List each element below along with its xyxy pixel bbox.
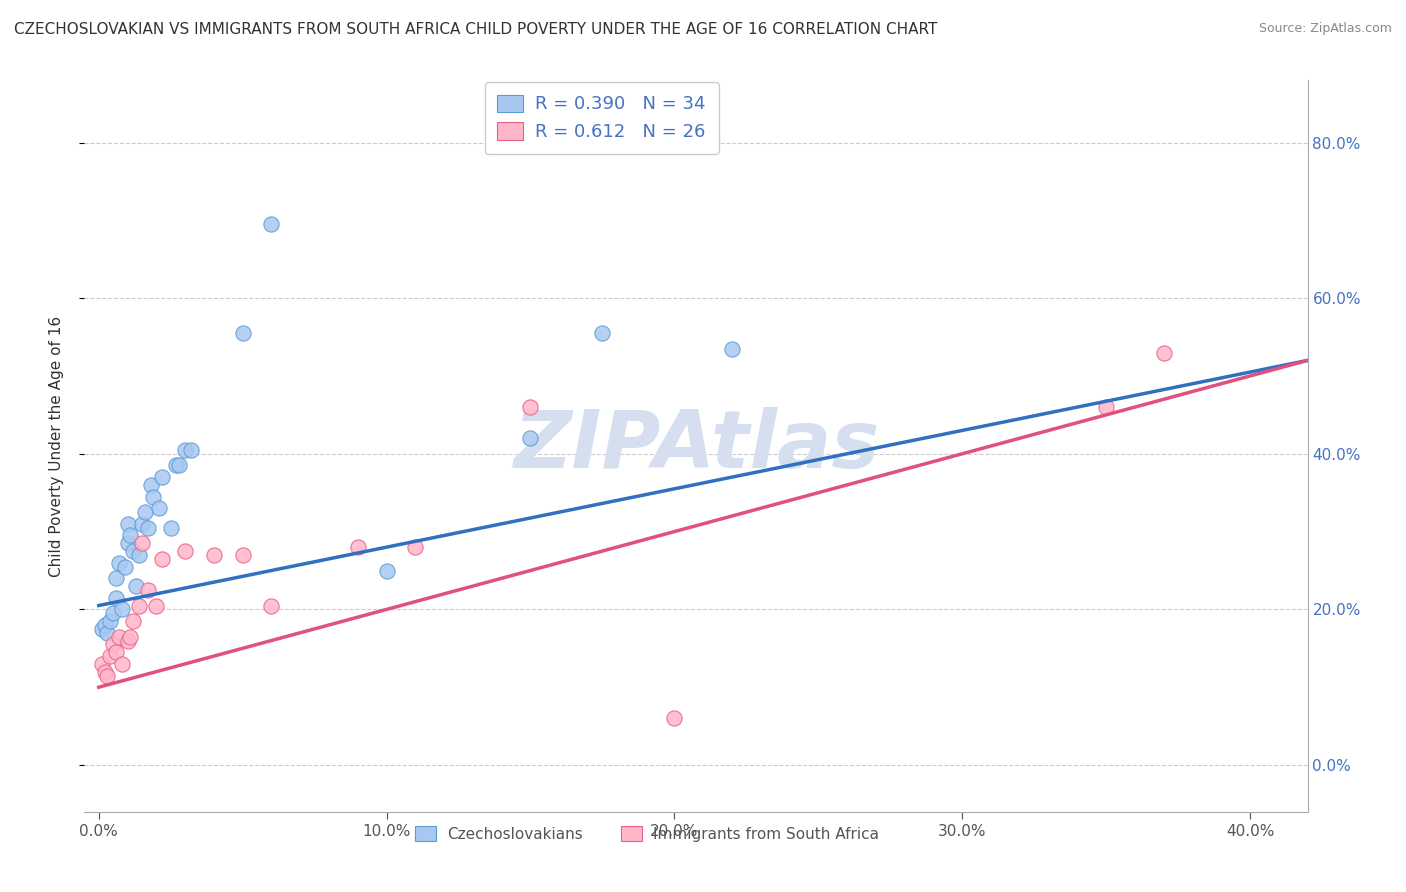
Point: [101, 637, 124, 651]
Point: [139, 478, 162, 492]
Point: [131, 516, 153, 531]
Point: [122, 544, 145, 558]
Point: [125, 579, 148, 593]
Point: [90, 657, 112, 671]
Point: [131, 536, 153, 550]
Point: [150, 551, 173, 566]
Point: [142, 490, 165, 504]
Point: [519, 400, 541, 414]
Point: [232, 548, 254, 562]
Legend: Czechoslovakians, Immigrants from South Africa: Czechoslovakians, Immigrants from South …: [409, 821, 886, 848]
Y-axis label: Child Poverty Under the Age of 16: Child Poverty Under the Age of 16: [49, 316, 63, 576]
Point: [105, 571, 128, 585]
Point: [96, 668, 118, 682]
Point: [117, 536, 139, 550]
Point: [117, 516, 139, 531]
Point: [721, 342, 744, 356]
Point: [108, 630, 131, 644]
Point: [145, 599, 167, 613]
Point: [98, 649, 121, 664]
Point: [148, 501, 170, 516]
Point: [346, 540, 368, 554]
Point: [111, 602, 134, 616]
Point: [98, 614, 121, 628]
Point: [260, 217, 283, 231]
Point: [1153, 345, 1175, 359]
Point: [260, 599, 283, 613]
Text: CZECHOSLOVAKIAN VS IMMIGRANTS FROM SOUTH AFRICA CHILD POVERTY UNDER THE AGE OF 1: CZECHOSLOVAKIAN VS IMMIGRANTS FROM SOUTH…: [14, 22, 938, 37]
Point: [96, 625, 118, 640]
Point: [519, 431, 541, 445]
Point: [105, 645, 128, 659]
Point: [101, 607, 124, 621]
Point: [1095, 400, 1118, 414]
Point: [166, 458, 188, 473]
Point: [122, 614, 145, 628]
Point: [174, 544, 197, 558]
Point: [128, 599, 150, 613]
Text: Source: ZipAtlas.com: Source: ZipAtlas.com: [1258, 22, 1392, 36]
Point: [134, 505, 156, 519]
Point: [150, 470, 173, 484]
Point: [120, 528, 142, 542]
Point: [136, 582, 159, 597]
Point: [93, 665, 115, 679]
Point: [105, 591, 128, 605]
Point: [120, 630, 142, 644]
Point: [180, 442, 202, 457]
Point: [136, 521, 159, 535]
Point: [128, 548, 150, 562]
Point: [90, 622, 112, 636]
Point: [591, 326, 613, 341]
Point: [93, 618, 115, 632]
Point: [159, 521, 181, 535]
Point: [108, 556, 131, 570]
Point: [114, 559, 136, 574]
Point: [174, 442, 197, 457]
Point: [232, 326, 254, 341]
Point: [375, 564, 398, 578]
Point: [111, 657, 134, 671]
Point: [404, 540, 426, 554]
Point: [169, 458, 191, 473]
Point: [664, 711, 686, 725]
Point: [202, 548, 225, 562]
Point: [117, 633, 139, 648]
Text: ZIPAtlas: ZIPAtlas: [513, 407, 879, 485]
